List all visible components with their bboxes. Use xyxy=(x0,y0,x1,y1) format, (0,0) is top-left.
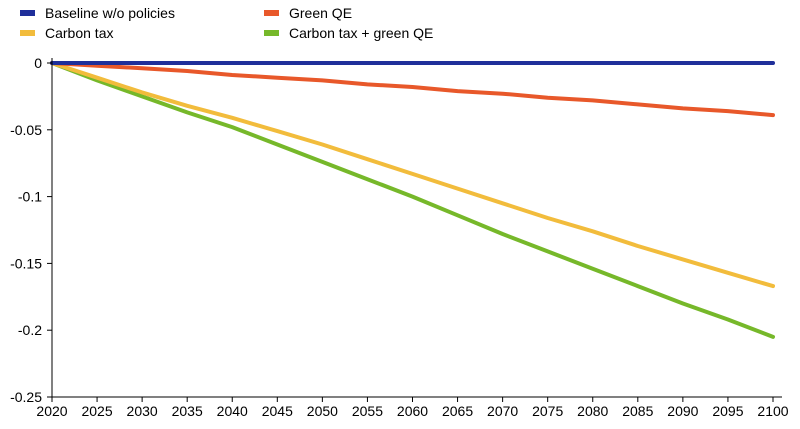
x-tick-label: 2065 xyxy=(442,403,473,419)
y-tick-label: -0.2 xyxy=(18,322,42,338)
y-tick-label: -0.1 xyxy=(18,189,42,205)
x-tick-label: 2075 xyxy=(532,403,563,419)
legend-swatch-green-qe xyxy=(264,10,279,16)
legend-label-carbon-tax-green-qe: Carbon tax + green QE xyxy=(289,25,433,41)
x-tick-label: 2060 xyxy=(397,403,428,419)
legend: Baseline w/o policies Green QE Carbon tax C… xyxy=(20,5,433,41)
legend-swatch-baseline-w-o-policies xyxy=(20,10,35,16)
x-tick-label: 2045 xyxy=(262,403,293,419)
legend-label-carbon-tax: Carbon tax xyxy=(45,25,113,41)
y-tick-label: -0.25 xyxy=(10,389,42,405)
x-tick-label: 2085 xyxy=(622,403,653,419)
x-tick-label: 2055 xyxy=(352,403,383,419)
legend-swatch-carbon-tax xyxy=(20,30,35,36)
series-line-carbon-tax xyxy=(50,61,775,289)
x-tick-label: 2035 xyxy=(172,403,203,419)
x-tick-label: 2100 xyxy=(757,403,788,419)
y-tick-label: -0.15 xyxy=(10,255,42,271)
axes xyxy=(47,58,782,402)
x-tick-label: 2070 xyxy=(487,403,518,419)
x-tick-label: 2095 xyxy=(712,403,743,419)
x-tick-label: 2030 xyxy=(127,403,158,419)
legend-label-baseline-w-o-policies: Baseline w/o policies xyxy=(45,5,175,21)
x-tick-label: 2080 xyxy=(577,403,608,419)
y-tick-label: 0 xyxy=(34,55,42,71)
y-tick-label: -0.05 xyxy=(10,122,42,138)
x-tick-label: 2040 xyxy=(217,403,248,419)
legend-label-green-qe: Green QE xyxy=(289,5,352,21)
series-line-carbon-tax-green-qe xyxy=(50,61,775,339)
x-tick-label: 2090 xyxy=(667,403,698,419)
series-layer xyxy=(50,61,775,339)
series-line-green-qe xyxy=(50,61,775,118)
x-tick-label: 2020 xyxy=(36,403,67,419)
x-tick-label: 2050 xyxy=(307,403,338,419)
x-tick-label: 2025 xyxy=(81,403,112,419)
legend-swatch-carbon-tax-green-qe xyxy=(264,30,279,36)
